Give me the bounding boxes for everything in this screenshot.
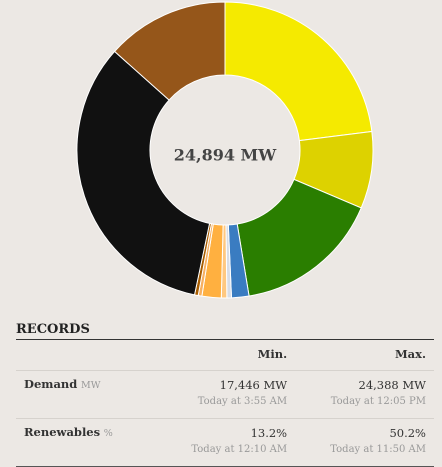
record-min-value: 13.2% [250, 426, 288, 440]
donut-slice-10[interactable] [113, 1, 226, 101]
header-max: Max. [295, 340, 434, 371]
record-max-cell: 50.2% Today at 11:50 AM [295, 418, 434, 467]
record-min-cell: 13.2% Today at 12:10 AM [156, 418, 296, 467]
records-table: Min. Max. Demand MW 17,446 MW Today at 3… [16, 340, 434, 467]
record-max-cell: 24,388 MW Today at 12:05 PM [295, 370, 434, 419]
records-title: RECORDS [16, 322, 434, 340]
record-min-cell: 17,446 MW Today at 3:55 AM [156, 370, 296, 419]
record-unit: % [103, 428, 113, 439]
record-row-demand: Demand MW 17,446 MW Today at 3:55 AM 24,… [16, 370, 434, 419]
header-label [16, 340, 157, 371]
donut-slice-0[interactable] [224, 1, 373, 142]
record-max-time: Today at 12:05 PM [330, 396, 426, 407]
record-label-cell: Demand MW [16, 370, 157, 419]
record-max-time: Today at 11:50 AM [330, 444, 426, 455]
center-total-label: 24,894 MW [174, 146, 278, 165]
header-min: Min. [156, 340, 296, 371]
record-label: Demand [24, 377, 78, 391]
record-unit: MW [80, 380, 101, 391]
record-min-time: Today at 3:55 AM [197, 396, 288, 407]
record-label: Renewables [24, 425, 101, 439]
records-header-row: Min. Max. [16, 340, 434, 371]
demand-donut-chart: 24,894 MW [76, 1, 374, 299]
record-label-cell: Renewables % [16, 418, 157, 467]
record-min-value: 17,446 MW [219, 378, 288, 392]
donut-slice-9[interactable] [76, 50, 211, 296]
record-min-time: Today at 12:10 AM [191, 444, 288, 455]
record-max-value: 50.2% [389, 426, 426, 440]
record-max-value: 24,388 MW [358, 378, 427, 392]
records-section: RECORDS Min. Max. Demand MW 17,446 MW To… [16, 322, 434, 467]
record-row-renewables: Renewables % 13.2% Today at 12:10 AM 50.… [16, 418, 434, 467]
